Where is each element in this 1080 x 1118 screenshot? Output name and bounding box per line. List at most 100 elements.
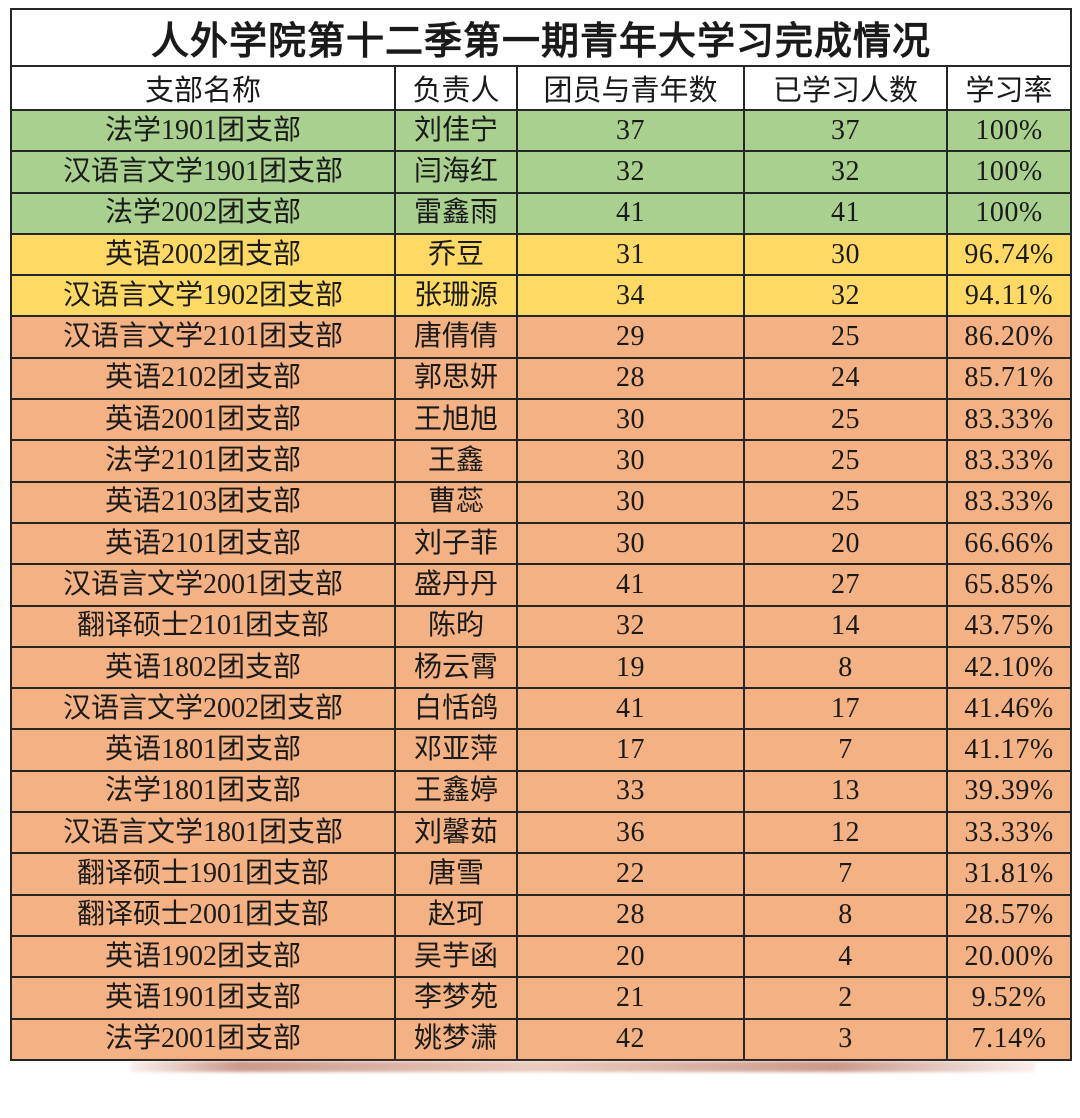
cell-members: 32 [516,150,745,194]
table-row: 法学2001团支部 姚梦潇 42 3 7.14% [10,1017,1072,1061]
cell-rate: 43.75% [946,604,1072,648]
cell-studied: 7 [743,852,948,896]
cell-rate: 66.66% [946,521,1072,566]
cell-leader: 吴芋函 [394,934,518,979]
cell-studied: 2 [743,976,948,1020]
cell-studied: 13 [743,769,948,814]
cell-leader: 刘馨茹 [394,811,518,855]
table-row: 法学1801团支部 王鑫婷 33 13 39.39% [10,769,1072,814]
cell-branch: 翻译硕士1901团支部 [10,852,396,896]
cell-rate: 31.81% [946,852,1072,896]
cell-leader: 唐倩倩 [394,315,518,359]
cell-members: 29 [516,315,745,359]
table-row: 汉语言文学2001团支部 盛丹丹 41 27 65.85% [10,563,1072,607]
cell-rate: 83.33% [946,480,1072,524]
cell-members: 41 [516,191,745,235]
cell-rate: 41.46% [946,687,1072,731]
cell-branch: 汉语言文学1801团支部 [10,811,396,855]
table-row: 汉语言文学2101团支部 唐倩倩 29 25 86.20% [10,315,1072,359]
cell-members: 20 [516,934,745,979]
cell-members: 41 [516,687,745,731]
table-row: 法学1901团支部 刘佳宁 37 37 100% [10,108,1072,153]
cell-leader: 杨云霄 [394,645,518,690]
cell-branch: 汉语言文学2002团支部 [10,687,396,731]
cell-studied: 12 [743,811,948,855]
table-row: 翻译硕士2001团支部 赵珂 28 8 28.57% [10,893,1072,937]
cell-members: 37 [516,108,745,153]
cell-leader: 李梦苑 [394,976,518,1020]
column-header-studied: 已学习人数 [743,65,948,111]
table-row: 法学2101团支部 王鑫 30 25 83.33% [10,439,1072,483]
cell-rate: 100% [946,191,1072,235]
cell-studied: 7 [743,728,948,772]
cell-studied: 24 [743,356,948,401]
cell-rate: 20.00% [946,934,1072,979]
cell-members: 41 [516,563,745,607]
cell-leader: 白恬鸽 [394,687,518,731]
cell-leader: 张珊源 [394,274,518,318]
cell-rate: 33.33% [946,811,1072,855]
column-header-leader: 负责人 [394,65,518,111]
cell-leader: 雷鑫雨 [394,191,518,235]
cell-studied: 32 [743,274,948,318]
cell-members: 28 [516,893,745,937]
table-row: 英语2001团支部 王旭旭 30 25 83.33% [10,398,1072,442]
table-row: 翻译硕士1901团支部 唐雪 22 7 31.81% [10,852,1072,896]
cell-members: 42 [516,1017,745,1061]
cell-rate: 83.33% [946,398,1072,442]
cell-studied: 25 [743,398,948,442]
cell-leader: 陈昀 [394,604,518,648]
cell-leader: 刘佳宁 [394,108,518,153]
cell-rate: 100% [946,108,1072,153]
cell-rate: 100% [946,150,1072,194]
cell-branch: 法学2002团支部 [10,191,396,235]
cell-studied: 37 [743,108,948,153]
cell-branch: 英语2101团支部 [10,521,396,566]
cell-studied: 8 [743,645,948,690]
cell-rate: 96.74% [946,232,1072,277]
cell-branch: 翻译硕士2001团支部 [10,893,396,937]
cell-members: 28 [516,356,745,401]
cell-rate: 94.11% [946,274,1072,318]
cell-members: 19 [516,645,745,690]
cell-members: 30 [516,398,745,442]
cell-branch: 英语1902团支部 [10,934,396,979]
cell-branch: 英语2001团支部 [10,398,396,442]
cell-branch: 英语2103团支部 [10,480,396,524]
cell-rate: 85.71% [946,356,1072,401]
cell-leader: 王鑫婷 [394,769,518,814]
column-header-branch: 支部名称 [10,65,396,111]
table-row: 英语1801团支部 邓亚萍 17 7 41.17% [10,728,1072,772]
cell-branch: 法学2101团支部 [10,439,396,483]
table-row: 汉语言文学1901团支部 闫海红 32 32 100% [10,150,1072,194]
cell-branch: 法学2001团支部 [10,1017,396,1061]
completion-table: 人外学院第十二季第一期青年大学习完成情况 支部名称 负责人 团员与青年数 已学习人数学… [10,8,1072,1061]
column-header-members: 团员与青年数 [516,65,745,111]
table-row: 英语2102团支部 郭思妍 28 24 85.71% [10,356,1072,401]
cell-leader: 唐雪 [394,852,518,896]
cell-rate: 65.85% [946,563,1072,607]
partial-next-row-cutoff [130,1060,1035,1072]
cell-rate: 41.17% [946,728,1072,772]
table-row: 汉语言文学2002团支部 白恬鸽 41 17 41.46% [10,687,1072,731]
cell-members: 21 [516,976,745,1020]
cell-branch: 汉语言文学2001团支部 [10,563,396,607]
table-row: 英语1901团支部 李梦苑 21 2 9.52% [10,976,1072,1020]
cell-branch: 汉语言文学1902团支部 [10,274,396,318]
cell-branch: 英语1801团支部 [10,728,396,772]
cell-branch: 英语1802团支部 [10,645,396,690]
cell-rate: 39.39% [946,769,1072,814]
cell-members: 30 [516,439,745,483]
cell-members: 30 [516,521,745,566]
cell-leader: 王旭旭 [394,398,518,442]
table-row: 英语1802团支部 杨云霄 19 8 42.10% [10,645,1072,690]
cell-studied: 27 [743,563,948,607]
cell-studied: 8 [743,893,948,937]
cell-leader: 盛丹丹 [394,563,518,607]
cell-leader: 邓亚萍 [394,728,518,772]
cell-leader: 王鑫 [394,439,518,483]
table-row: 法学2002团支部 雷鑫雨 41 41 100% [10,191,1072,235]
table-row: 翻译硕士2101团支部 陈昀 32 14 43.75% [10,604,1072,648]
cell-rate: 28.57% [946,893,1072,937]
